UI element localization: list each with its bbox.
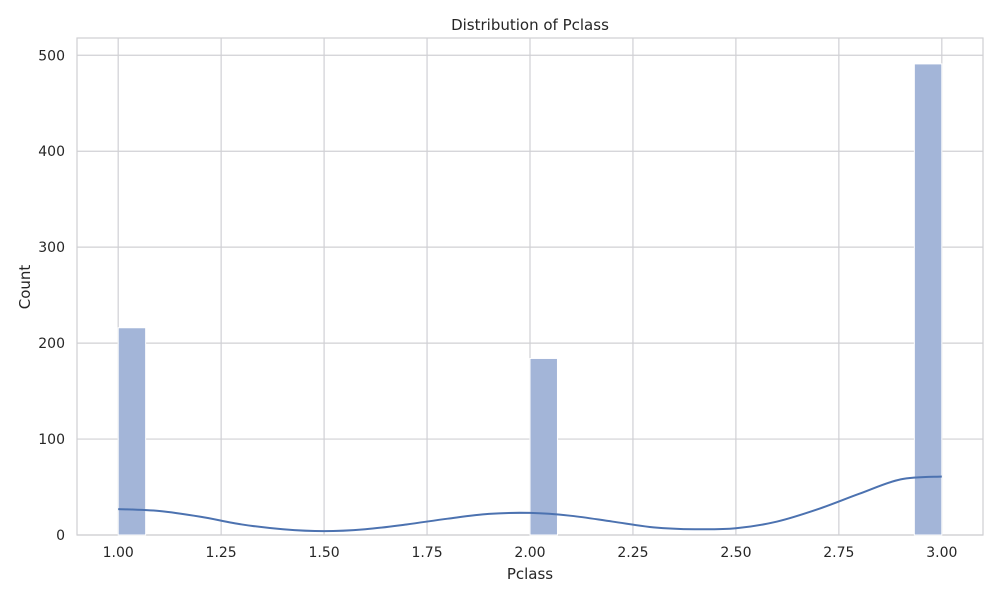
y-tick-label: 100 xyxy=(38,432,65,448)
x-tick-label: 1.75 xyxy=(411,545,442,561)
y-tick-label: 400 xyxy=(38,144,65,160)
x-tick-label: 1.25 xyxy=(206,545,237,561)
x-tick-label: 3.00 xyxy=(926,545,957,561)
x-axis-label: Pclass xyxy=(507,565,553,583)
histogram-bar xyxy=(529,357,558,536)
x-tick-label: 1.00 xyxy=(103,545,134,561)
y-axis-label: Count xyxy=(16,265,34,310)
x-tick-label: 2.00 xyxy=(514,545,545,561)
bars-layer xyxy=(117,63,943,536)
histogram-bar xyxy=(117,327,147,536)
kde-line xyxy=(118,475,942,533)
y-tick-label: 200 xyxy=(38,336,65,352)
y-tick-label: 0 xyxy=(56,528,65,544)
x-tick-labels: 1.00 1.25 1.50 1.75 2.00 2.25 2.50 2.75 3.00 xyxy=(103,545,958,561)
x-tick-label: 2.25 xyxy=(617,545,648,561)
y-tick-label: 300 xyxy=(38,240,65,256)
x-tick-label: 2.75 xyxy=(823,545,854,561)
y-tick-labels: 0 100 200 300 400 500 xyxy=(38,48,65,544)
histogram-bar xyxy=(913,63,943,536)
x-tick-label: 1.50 xyxy=(309,545,340,561)
x-tick-label: 2.50 xyxy=(720,545,751,561)
y-tick-label: 500 xyxy=(38,48,65,64)
chart-title: Distribution of Pclass xyxy=(451,16,609,34)
